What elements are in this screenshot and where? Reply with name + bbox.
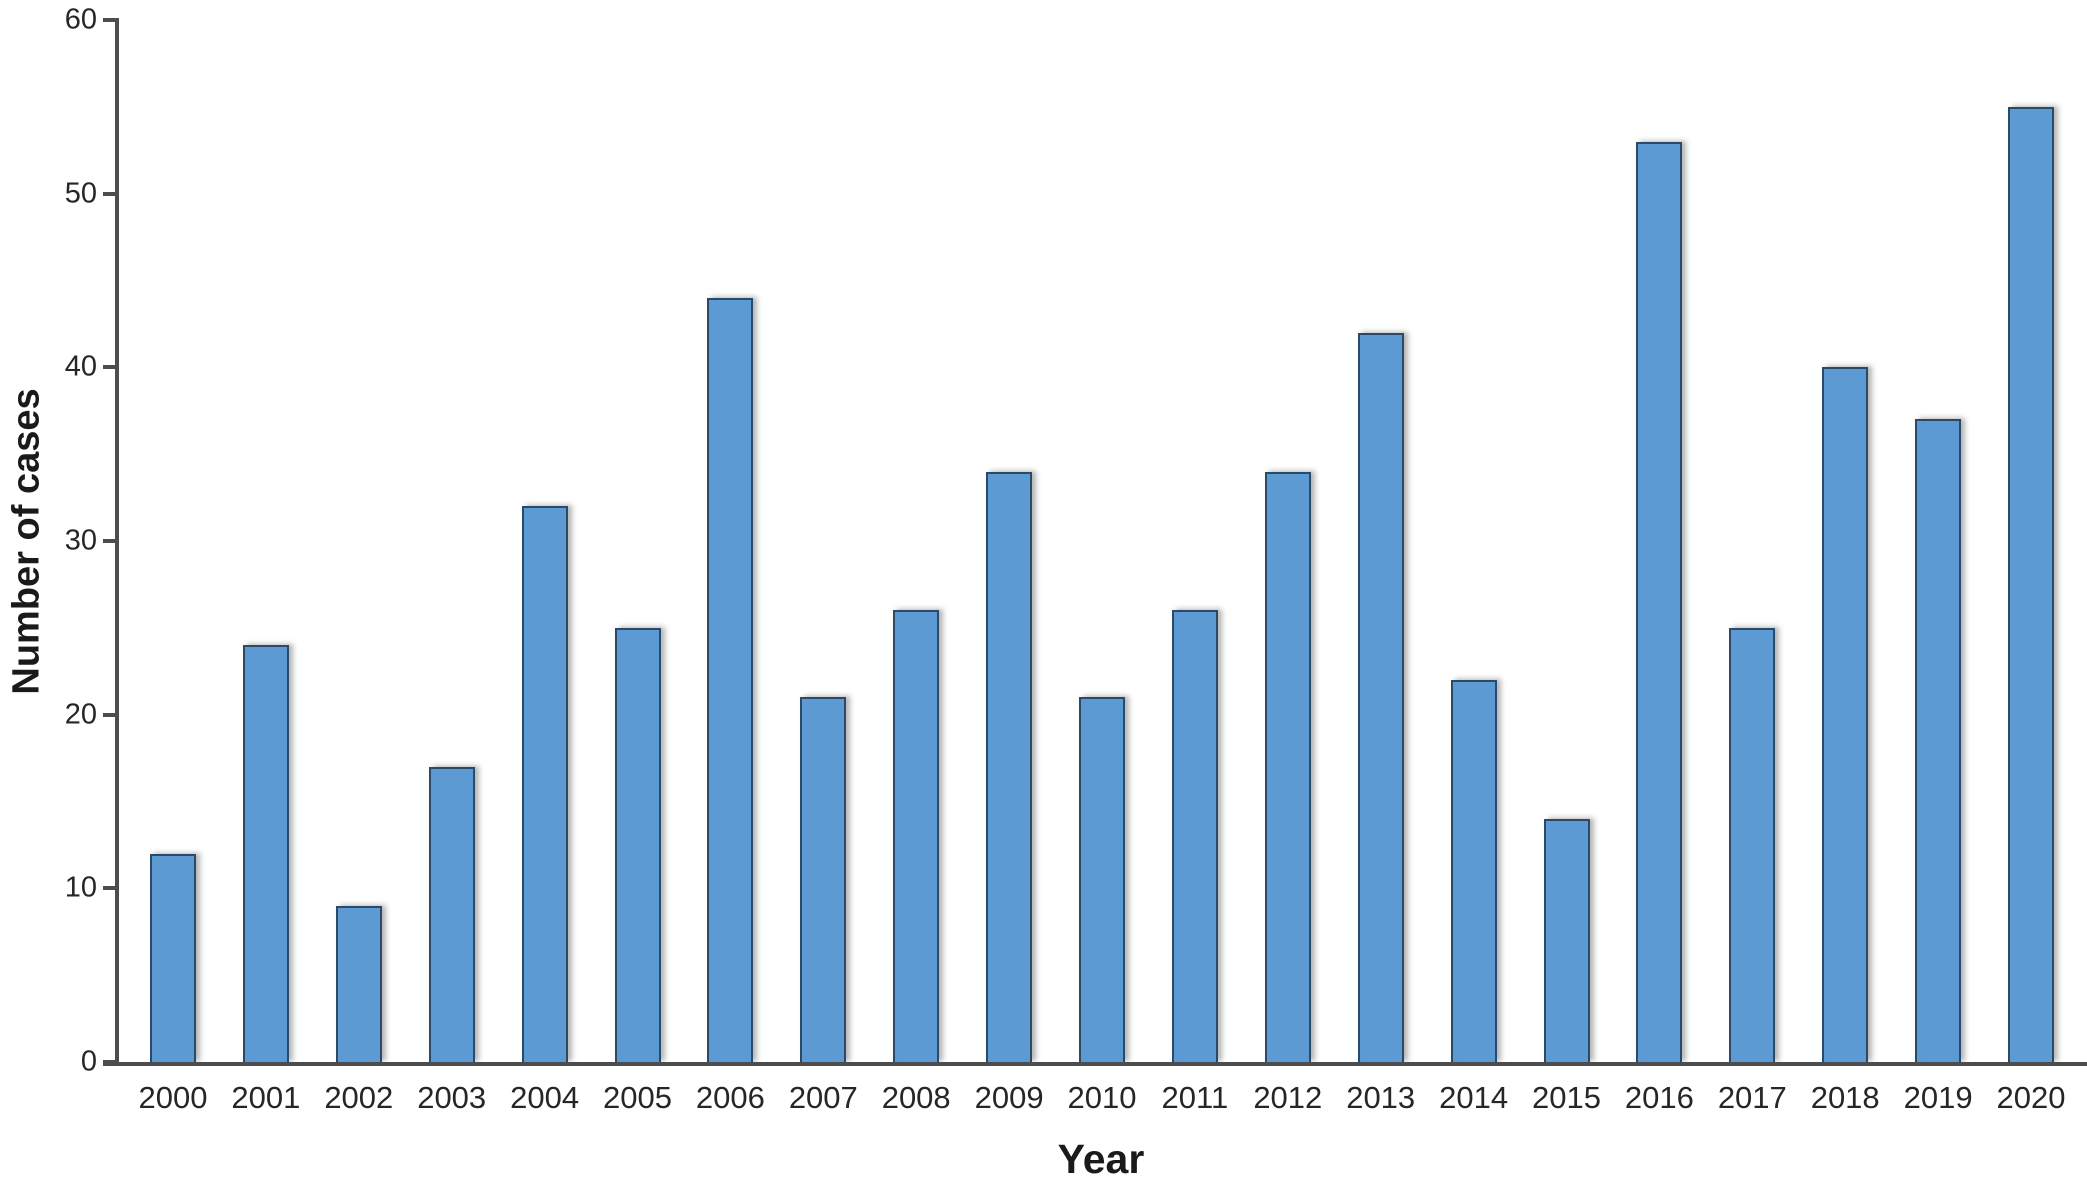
y-tick-mark-10 [103,886,119,891]
y-tick-mark-60 [103,18,119,22]
bar-2017 [1729,627,1776,1062]
y-axis-title: Number of cases [5,387,48,695]
x-tick-label-2000: 2000 [138,1080,208,1115]
bar-2002 [335,905,382,1062]
bar-2018 [1822,367,1869,1062]
y-tick-mark-40 [103,365,119,370]
bar-2013 [1357,332,1404,1062]
y-tick-label-10: 10 [64,871,97,904]
bar-2001 [242,645,289,1062]
x-tick-label-2006: 2006 [695,1080,765,1115]
x-tick-label-2014: 2014 [1439,1080,1509,1115]
x-axis-title: Year [1057,1136,1145,1182]
x-tick-label-2002: 2002 [324,1080,394,1115]
y-tick-label-40: 40 [64,350,97,383]
x-tick-label-2011: 2011 [1161,1080,1229,1115]
bar-2014 [1450,679,1497,1062]
x-tick-label-2019: 2019 [1903,1080,1973,1115]
x-tick-label-2005: 2005 [603,1080,672,1115]
x-tick-label-2020: 2020 [1996,1080,2066,1115]
x-tick-label-2018: 2018 [1810,1080,1880,1115]
x-tick-label-2017: 2017 [1717,1080,1787,1115]
y-tick-label-60: 60 [64,3,97,36]
x-tick-label-2012: 2012 [1253,1080,1323,1115]
x-tick-label-2009: 2009 [974,1080,1044,1115]
bar-2019 [1915,419,1962,1062]
y-tick-mark-30 [103,539,119,543]
x-tick-label-2003: 2003 [417,1080,487,1115]
bar-2008 [893,610,940,1062]
x-tick-label-2008: 2008 [881,1080,951,1115]
x-axis-baseline-extension [103,1062,119,1066]
bar-2004 [521,506,568,1062]
bar-2010 [1079,697,1125,1062]
x-tick-label-2004: 2004 [510,1080,580,1115]
bar-2006 [707,297,754,1062]
y-tick-mark-0 [103,1060,119,1064]
y-tick-mark-50 [103,191,119,196]
y-tick-label-50: 50 [64,177,97,210]
bar-2003 [428,766,475,1062]
x-tick-label-2015: 2015 [1532,1080,1601,1115]
y-axis-title-container: Number of cases [0,20,54,1062]
x-tick-label-2007: 2007 [788,1080,858,1115]
plot-area: 0 10 20 30 40 50 60 2000 2001 2002 2003 2004 2005 20… [65,4,2087,1115]
y-tick-label-30: 30 [64,524,97,557]
bar-2020 [2008,106,2054,1062]
x-tick-label-2001: 2001 [231,1080,301,1115]
bar-2016 [1636,141,1683,1062]
bar-2012 [1264,471,1311,1062]
y-tick-label-20: 20 [64,698,97,731]
y-tick-label-0: 0 [80,1045,97,1078]
bar-2007 [800,697,847,1062]
bar-2005 [614,627,661,1062]
bar-2011 [1171,610,1218,1062]
bar-2009 [986,471,1033,1062]
bar-2000 [150,853,196,1062]
x-tick-label-2013: 2013 [1346,1080,1416,1115]
x-tick-label-2010: 2010 [1067,1080,1137,1115]
bar-2015 [1543,818,1590,1062]
y-tick-mark-20 [103,712,119,717]
x-tick-label-2016: 2016 [1624,1080,1694,1115]
